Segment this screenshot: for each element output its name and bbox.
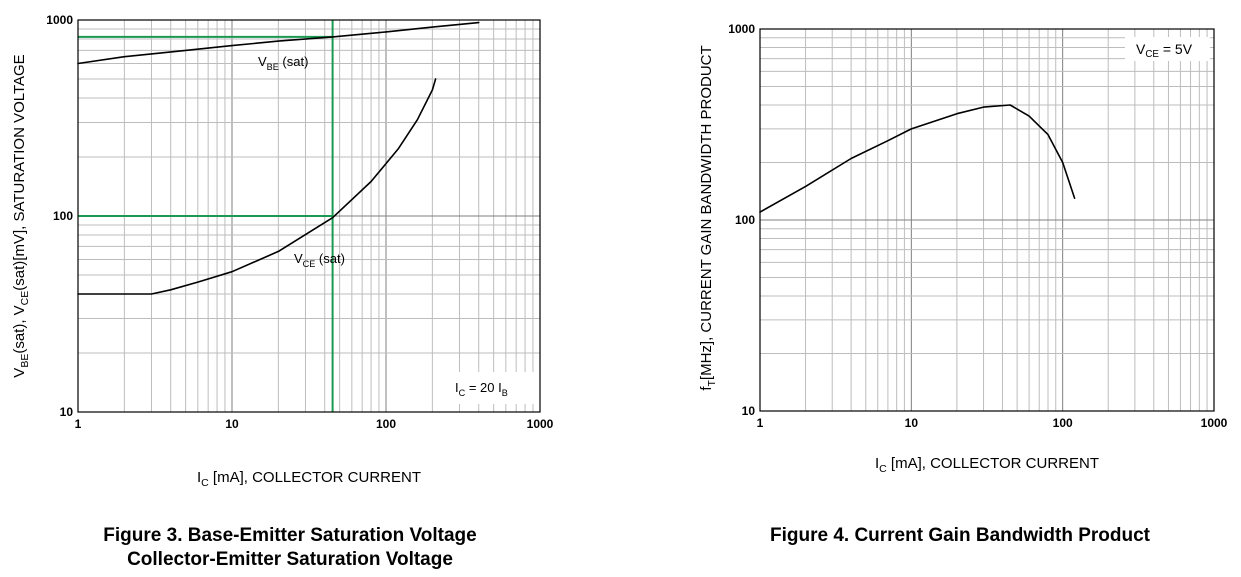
x-tick-label: 10 bbox=[225, 417, 239, 431]
y-tick-label: 10 bbox=[60, 405, 74, 419]
series-label-vbe: VBE (sat) bbox=[258, 54, 308, 72]
x-tick-label: 100 bbox=[1053, 416, 1073, 430]
legend-box bbox=[1125, 37, 1210, 61]
series-group bbox=[759, 104, 1076, 213]
y-tick-label: 100 bbox=[735, 213, 755, 227]
x-tick-label: 100 bbox=[376, 417, 396, 431]
series-label-vce: VCE (sat) bbox=[294, 251, 345, 269]
guide-lines bbox=[78, 20, 334, 412]
x-tick-label: 1 bbox=[757, 416, 764, 430]
y-tick-label: 100 bbox=[53, 209, 73, 223]
figure-3-subtitle: Collector-Emitter Saturation Voltage bbox=[127, 549, 453, 570]
series-line-0 bbox=[77, 21, 480, 65]
x-axis-label: IC [mA], COLLECTOR CURRENT bbox=[875, 455, 1099, 475]
x-tick-label: 1 bbox=[75, 417, 82, 431]
y-tick-label: 10 bbox=[742, 404, 756, 418]
x-axis-label: IC [mA], COLLECTOR CURRENT bbox=[197, 469, 421, 489]
figure-3-caption: Figure 3. Base-Emitter Saturation Voltag… bbox=[30, 524, 550, 572]
grid bbox=[760, 29, 1214, 411]
series-line-1 bbox=[77, 78, 437, 295]
x-tick-label: 1000 bbox=[1201, 416, 1228, 430]
y-axis-label: VBE(sat), VCE(sat)[mV], SATURATION VOLTA… bbox=[11, 54, 31, 377]
legend-text: VCE = 5V bbox=[1136, 41, 1193, 60]
series-line-0 bbox=[759, 104, 1076, 213]
annotation-text: IC = 20 IB bbox=[455, 380, 508, 398]
y-tick-label: 1000 bbox=[46, 13, 73, 27]
figure-3-title: Figure 3. Base-Emitter Saturation Voltag… bbox=[103, 525, 477, 546]
series-group bbox=[77, 21, 480, 295]
x-tick-label: 10 bbox=[905, 416, 919, 430]
plot-frame bbox=[77, 19, 541, 413]
figure-4-caption: Figure 4. Current Gain Bandwidth Product bbox=[700, 524, 1220, 548]
x-tick-label: 1000 bbox=[527, 417, 554, 431]
y-axis-label: fT[MHz], CURRENT GAIN BANDWIDTH PRODUCT bbox=[698, 45, 718, 390]
y-tick-label: 1000 bbox=[728, 22, 755, 36]
figure-4-title: Figure 4. Current Gain Bandwidth Product bbox=[769, 525, 1151, 546]
plot-frame bbox=[759, 28, 1215, 412]
annotation-box bbox=[446, 372, 534, 404]
